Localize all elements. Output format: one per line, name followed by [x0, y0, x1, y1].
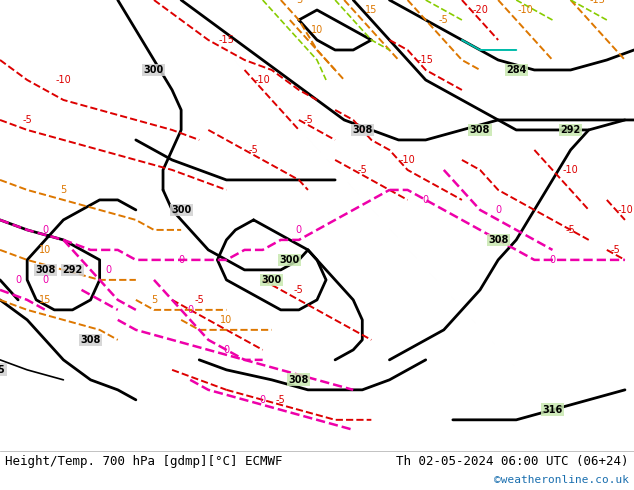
Text: -15: -15: [219, 35, 235, 45]
Text: 5: 5: [60, 185, 67, 195]
Text: 0: 0: [42, 275, 48, 285]
Text: 300: 300: [171, 205, 191, 215]
Text: 0: 0: [423, 195, 429, 205]
Text: 10: 10: [220, 315, 233, 325]
Text: -10: -10: [56, 75, 71, 85]
Text: 0: 0: [187, 305, 193, 315]
Text: -5: -5: [303, 115, 313, 125]
Text: 292: 292: [560, 125, 581, 135]
Text: -5: -5: [566, 225, 576, 235]
Text: 308: 308: [470, 125, 490, 135]
Text: 5: 5: [295, 0, 302, 5]
Text: 0: 0: [296, 225, 302, 235]
Text: -5: -5: [276, 395, 286, 405]
Text: 316: 316: [542, 405, 562, 415]
Text: 292: 292: [62, 265, 82, 275]
Text: -10: -10: [255, 75, 271, 85]
Text: -10: -10: [563, 165, 578, 175]
Text: Th 02-05-2024 06:00 UTC (06+24): Th 02-05-2024 06:00 UTC (06+24): [396, 455, 629, 468]
Text: 10: 10: [311, 25, 323, 35]
Text: 0: 0: [15, 275, 21, 285]
Text: 300: 300: [262, 275, 282, 285]
Text: 0: 0: [178, 255, 184, 265]
Text: -15: -15: [590, 0, 605, 5]
Text: ©weatheronline.co.uk: ©weatheronline.co.uk: [494, 475, 629, 485]
Text: 5: 5: [151, 295, 157, 305]
Text: 0: 0: [495, 205, 501, 215]
Text: 308: 308: [288, 375, 309, 385]
Text: 0: 0: [550, 255, 555, 265]
Text: 0: 0: [223, 345, 230, 355]
Text: 300: 300: [144, 65, 164, 75]
Text: -10: -10: [517, 5, 533, 15]
Text: 0: 0: [42, 225, 48, 235]
Text: -5: -5: [195, 295, 204, 305]
Text: -5: -5: [439, 15, 449, 25]
Text: 308: 308: [35, 265, 55, 275]
Text: -10: -10: [399, 155, 415, 165]
Text: -5: -5: [22, 115, 32, 125]
Text: -5: -5: [249, 145, 259, 155]
Text: 10: 10: [39, 245, 51, 255]
Text: 0: 0: [106, 265, 112, 275]
Text: Height/Temp. 700 hPa [gdmp][°C] ECMWF: Height/Temp. 700 hPa [gdmp][°C] ECMWF: [5, 455, 283, 468]
Text: -10: -10: [617, 205, 633, 215]
Text: 308: 308: [488, 235, 508, 245]
Text: -20: -20: [472, 5, 488, 15]
Text: -5: -5: [611, 245, 621, 255]
Text: 300: 300: [280, 255, 300, 265]
Text: -15: -15: [418, 55, 434, 65]
Text: 15: 15: [39, 295, 51, 305]
Text: 284: 284: [506, 65, 526, 75]
Text: -5: -5: [294, 285, 304, 295]
Text: -5: -5: [0, 365, 5, 375]
Text: -5: -5: [358, 165, 367, 175]
Text: 308: 308: [81, 335, 101, 345]
Text: 0: 0: [259, 395, 266, 405]
Text: 15: 15: [365, 5, 377, 15]
Text: 308: 308: [352, 125, 372, 135]
